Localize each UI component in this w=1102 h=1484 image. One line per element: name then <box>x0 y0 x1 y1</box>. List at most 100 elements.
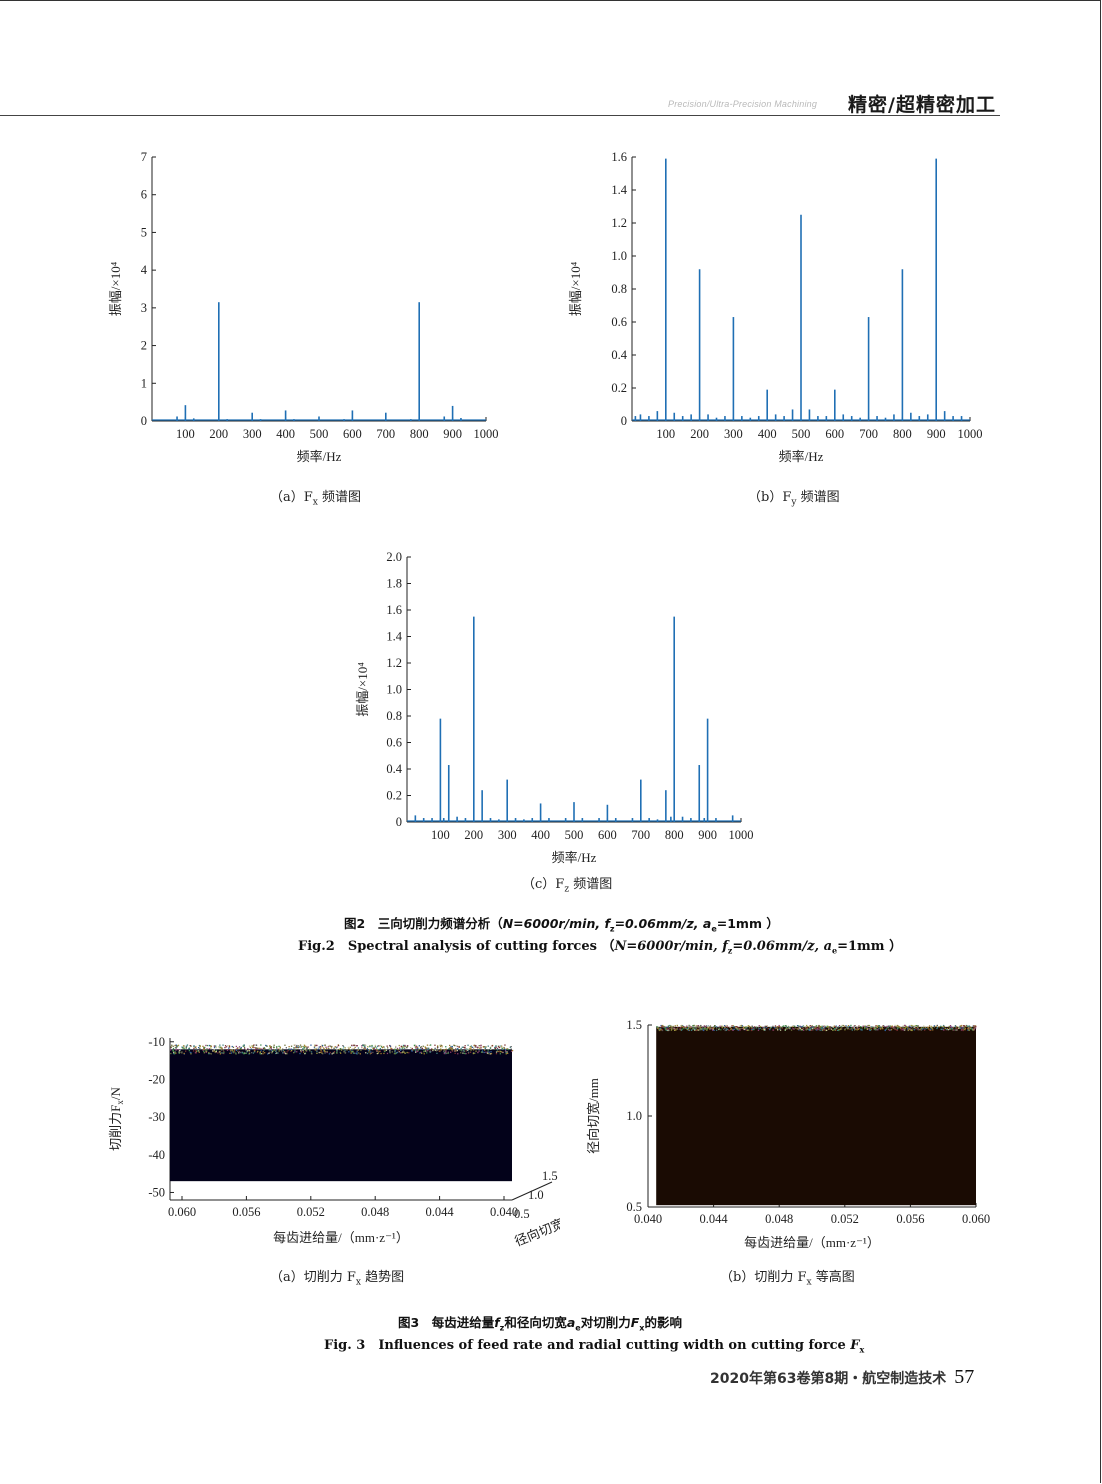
contour-speckle-edge <box>656 1024 977 1032</box>
y-tick-label: 1.2 <box>386 656 402 670</box>
x-tick-label: 0.048 <box>361 1205 389 1219</box>
x-tick-label: 0.060 <box>962 1212 990 1226</box>
x-tick-label: 700 <box>631 828 650 842</box>
x-tick-label: 500 <box>310 427 329 441</box>
contour-fill <box>656 1026 976 1206</box>
y-tick-label: 1.6 <box>611 150 627 164</box>
x-axis-title: 频率/Hz <box>297 449 342 464</box>
x-tick-label: 1000 <box>958 427 983 441</box>
x-tick-label: 0.044 <box>700 1212 729 1226</box>
footer-journal: 2020年第63卷第8期・航空制造技术 <box>710 1371 947 1387</box>
journal-chinese-title: 精密/超精密加工 <box>848 94 996 116</box>
x-tick-label: 700 <box>859 427 878 441</box>
fig3-caption-en: Fig. 3 Influences of feed rate and radia… <box>324 1338 865 1355</box>
z-tick-label: 0.5 <box>514 1207 530 1221</box>
x-tick-label: 900 <box>927 427 946 441</box>
fig2-caption-cn: 图2 三向切削力频谱分析（N=6000r/min, fz=0.06mm/z, a… <box>344 916 779 934</box>
x-tick-label: 500 <box>792 427 811 441</box>
y-tick-label: 0 <box>396 815 402 829</box>
z-tick-label: 1.0 <box>528 1188 544 1202</box>
x-tick-label: 400 <box>758 427 777 441</box>
x-tick-label: 100 <box>656 427 675 441</box>
y-tick-label: 0 <box>141 414 147 428</box>
header-rule <box>0 115 1000 116</box>
caption-fig2c: （c）Fz 频谱图 <box>522 877 613 895</box>
x-tick-label: 0.040 <box>490 1205 518 1219</box>
y-tick-label: 4 <box>141 263 148 277</box>
y-tick-label: 0.2 <box>611 381 627 395</box>
y-tick-label: 6 <box>141 188 147 202</box>
y-tick-label: 0.5 <box>626 1200 642 1214</box>
y-tick-label: 1 <box>141 376 147 390</box>
y-tick-label: 1.0 <box>386 683 402 697</box>
y-tick-label: 0.4 <box>386 762 402 776</box>
y-tick-label: 1.6 <box>386 603 402 617</box>
x-tick-label: 0.056 <box>896 1212 924 1226</box>
x-tick-label: 400 <box>276 427 295 441</box>
x-tick-label: 0.056 <box>232 1205 260 1219</box>
x-tick-label: 100 <box>176 427 195 441</box>
z-tick-label: 1.5 <box>542 1169 558 1183</box>
x-axis-title: 频率/Hz <box>552 850 597 865</box>
chart-fz-spectrum: 0 0.2 0.4 0.6 0.8 1.0 1.2 1.4 1.6 1.8 2.0 100 200 300… <box>355 550 754 865</box>
x-tick-label: 0.060 <box>168 1205 196 1219</box>
y-tick-label: 0 <box>621 414 627 428</box>
page-number: 57 <box>954 1366 975 1388</box>
x-tick-label: 800 <box>665 828 684 842</box>
x-tick-label: 100 <box>431 828 450 842</box>
y-axis-title: 径向切宽/mm <box>586 1078 601 1154</box>
y-tick-label: 0.6 <box>611 315 627 329</box>
y-tick-label: 1.8 <box>386 577 402 591</box>
chart-fx-contour: 0.5 1.0 1.5 0.040 0.044 0.048 0.052 0.056 0.060 每… <box>586 1018 990 1250</box>
x-tick-label: 300 <box>243 427 262 441</box>
x-tick-label: 0.048 <box>765 1212 793 1226</box>
y-tick-label: -10 <box>148 1035 165 1049</box>
y-tick-label: -50 <box>148 1185 165 1199</box>
y-tick-label: 0.4 <box>611 348 627 362</box>
x-tick-label: 900 <box>443 427 462 441</box>
y-tick-label: 1.4 <box>611 183 627 197</box>
caption-fig2a: （a）Fx 频谱图 <box>270 490 361 508</box>
y-tick-label: 3 <box>141 301 147 315</box>
journal-english-title: Precision/Ultra-Precision Machining <box>668 99 818 109</box>
y-tick-label: 1.4 <box>386 630 402 644</box>
y-axis-title: 振幅/×10⁴ <box>108 261 123 316</box>
x-axis-title: 频率/Hz <box>779 449 824 464</box>
x-tick-label: 300 <box>498 828 517 842</box>
y-tick-label: 0.6 <box>386 736 402 750</box>
y-tick-label: 0.8 <box>611 282 627 296</box>
x-tick-label: 1000 <box>474 427 499 441</box>
surface-fill <box>170 1049 512 1182</box>
x-tick-label: 400 <box>531 828 550 842</box>
x-tick-label: 200 <box>464 828 483 842</box>
y-tick-label: 1.0 <box>611 249 627 263</box>
x-tick-label: 900 <box>698 828 717 842</box>
x-tick-label: 500 <box>565 828 584 842</box>
y-tick-label: 0.2 <box>386 789 402 803</box>
y-tick-label: 5 <box>141 225 147 239</box>
y-tick-label: 1.5 <box>626 1018 642 1032</box>
y-tick-label: -40 <box>148 1148 165 1162</box>
y-tick-label: -30 <box>148 1110 165 1124</box>
x-tick-label: 800 <box>893 427 912 441</box>
y-tick-label: 0.8 <box>386 709 402 723</box>
x-tick-label: 200 <box>690 427 709 441</box>
chart-fy-spectrum: 0 0.2 0.4 0.6 0.8 1.0 1.2 1.4 1.6 100 200 300 400 500… <box>568 150 983 464</box>
y-axis-title: 振幅/×10⁴ <box>355 662 370 717</box>
y-axis-title: 切削力Fx/N <box>108 1087 125 1151</box>
x-tick-label: 1000 <box>729 828 754 842</box>
fig2-caption-en: Fig.2 Spectral analysis of cutting force… <box>298 939 903 956</box>
x-tick-label: 600 <box>825 427 844 441</box>
caption-fig3a: （a）切削力 Fx 趋势图 <box>270 1270 405 1288</box>
x-tick-label: 600 <box>343 427 362 441</box>
caption-fig3b: （b）切削力 Fx 等高图 <box>720 1270 855 1288</box>
x-tick-label: 0.040 <box>634 1212 662 1226</box>
page-footer: 2020年第63卷第8期・航空制造技术 57 <box>710 1366 974 1389</box>
y-axis-title: 振幅/×10⁴ <box>568 261 583 316</box>
surface-speckle-edge <box>170 1044 514 1055</box>
z-axis-line <box>511 1181 553 1201</box>
x-tick-label: 0.044 <box>426 1205 455 1219</box>
x-axis-title: 每齿进给量/（mm·z⁻¹） <box>744 1235 880 1250</box>
y-tick-label: -20 <box>148 1072 165 1086</box>
